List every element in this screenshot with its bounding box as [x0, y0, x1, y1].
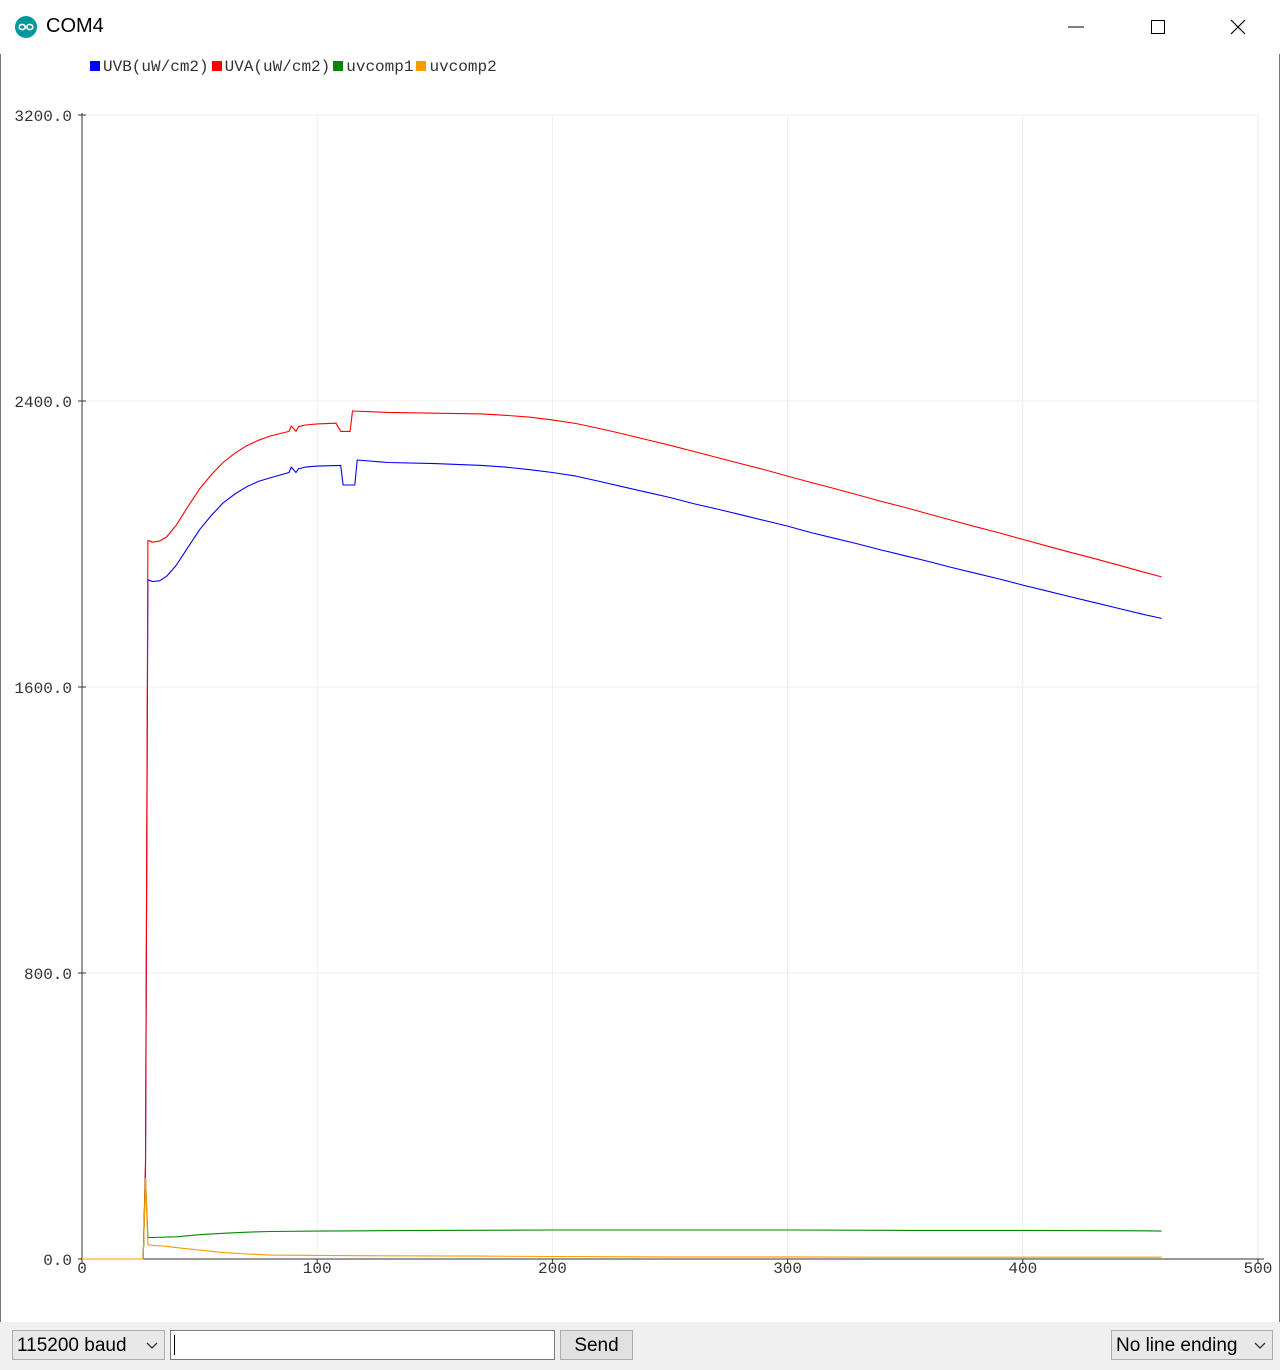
x-tick-label: 0	[77, 1260, 87, 1278]
legend-item-uvb: UVB(uW/cm2)	[90, 58, 209, 76]
plot-ticks: 0 100 200 300 400 500 0.0 800.0 1600.0 2400.0 3200…	[14, 108, 1272, 1278]
maximize-icon	[1151, 20, 1165, 34]
maximize-button[interactable]	[1118, 0, 1198, 54]
legend-label-uvb: UVB(uW/cm2)	[103, 58, 209, 76]
y-tick-label: 1600.0	[14, 680, 72, 698]
baud-rate-select[interactable]: 115200 baud	[12, 1330, 165, 1360]
line-ending-value: No line ending	[1116, 1335, 1238, 1356]
line-ending-select[interactable]: No line ending	[1111, 1330, 1273, 1360]
legend-item-uvcomp2: uvcomp2	[416, 58, 497, 76]
legend-label-uvcomp1: uvcomp1	[346, 58, 414, 76]
legend-swatch-uvcomp2	[416, 61, 427, 71]
legend-item-uva: UVA(uW/cm2)	[211, 58, 331, 76]
close-icon	[1230, 19, 1246, 35]
series-line-2	[82, 1176, 1162, 1260]
legend-swatch-uva	[211, 61, 222, 71]
series-line-3	[82, 1178, 1162, 1260]
minimize-button[interactable]	[1036, 0, 1116, 54]
y-tick-label: 800.0	[24, 966, 72, 984]
serial-controls-bar: 115200 baud Send No line ending	[0, 1322, 1280, 1370]
x-tick-label: 500	[1244, 1260, 1273, 1278]
chevron-down-icon	[1254, 1342, 1266, 1349]
x-tick-label: 300	[773, 1260, 802, 1278]
plot-axes	[81, 113, 1264, 1260]
series-line-1	[82, 410, 1162, 1260]
serial-plot: 0 100 200 300 400 500 0.0 800.0 1600.0 2400.0 3200…	[14, 108, 1272, 1278]
serial-send-input[interactable]	[170, 1330, 555, 1360]
legend-item-uvcomp1: uvcomp1	[333, 58, 413, 76]
window-title: COM4	[46, 15, 104, 37]
legend-swatch-uvcomp1	[333, 61, 344, 71]
legend-swatch-uvb	[90, 61, 100, 71]
chart-legend: UVB(uW/cm2) UVA(uW/cm2) uvcomp1 uvcomp2	[90, 58, 500, 80]
close-button[interactable]	[1198, 0, 1278, 54]
chevron-down-icon	[146, 1342, 158, 1349]
x-tick-label: 200	[538, 1260, 567, 1278]
text-caret	[174, 1335, 175, 1355]
x-tick-label: 400	[1008, 1260, 1037, 1278]
send-button[interactable]: Send	[560, 1330, 633, 1360]
series-line-0	[82, 459, 1162, 1260]
legend-label-uva: UVA(uW/cm2)	[224, 58, 331, 76]
minimize-icon	[1068, 26, 1084, 28]
legend-label-uvcomp2: uvcomp2	[429, 58, 497, 76]
y-tick-label: 0.0	[43, 1252, 72, 1270]
arduino-logo-icon	[15, 16, 37, 38]
title-bar: COM4	[0, 0, 1280, 54]
y-tick-label: 3200.0	[14, 108, 72, 126]
plot-grid	[82, 114, 1259, 1259]
x-tick-label: 100	[303, 1260, 332, 1278]
baud-rate-value: 115200 baud	[17, 1335, 127, 1356]
plot-series	[82, 410, 1162, 1260]
y-tick-label: 2400.0	[14, 394, 72, 412]
